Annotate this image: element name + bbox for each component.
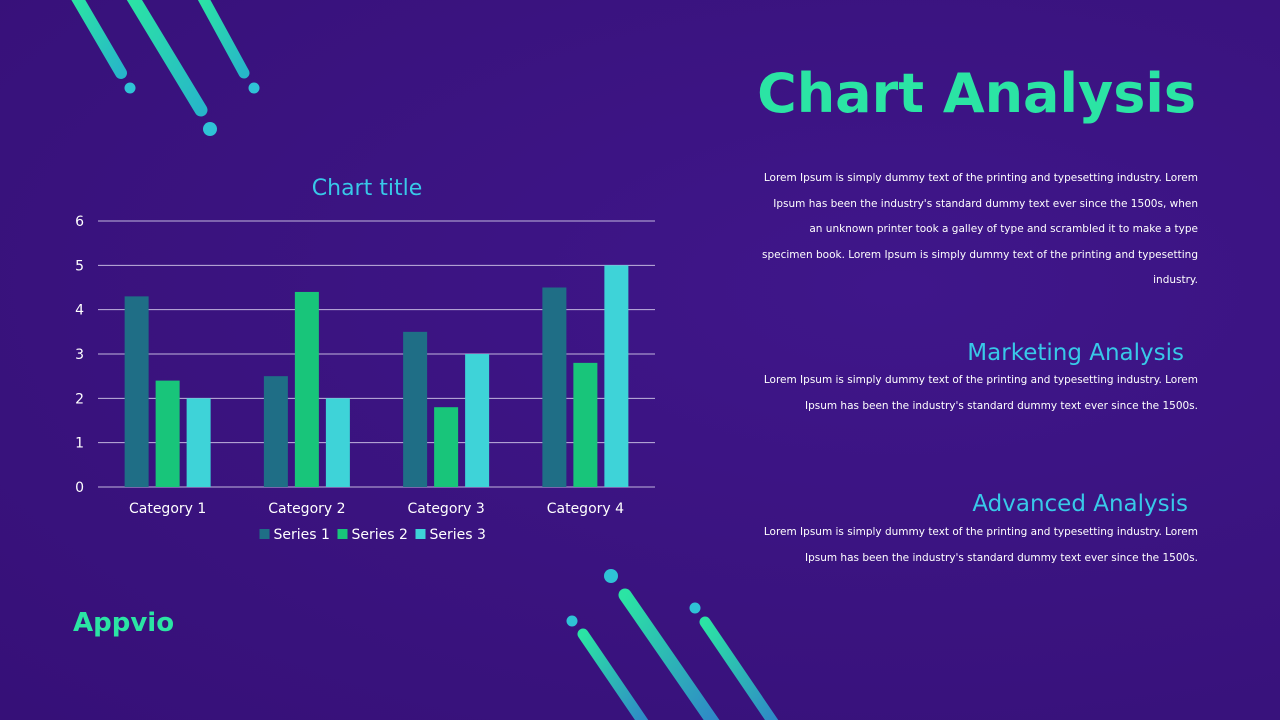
bar [403,331,428,487]
bar [465,354,490,487]
y-tick-label: 2 [75,391,84,407]
stripe [126,0,208,117]
stripe-dot [566,615,578,627]
stripe-dot [248,82,260,94]
x-tick-label: Category 3 [407,501,484,517]
legend-swatch [337,529,348,539]
stripe-dot [124,82,136,94]
stripe-dot [604,569,618,583]
intro-paragraph: Lorem Ipsum is simply dummy text of the … [762,172,1198,286]
bar [573,362,598,487]
marketing-analysis-heading: Marketing Analysis [967,340,1184,366]
bar [155,380,180,487]
bar [542,287,567,487]
bar [124,296,149,487]
y-tick-label: 1 [75,436,84,452]
y-tick-label: 5 [75,258,84,274]
bar [186,398,211,487]
stripe-dot [203,122,217,136]
brand-logo: Appvio [73,608,175,638]
marketing-analysis-text: Lorem Ipsum is simply dummy text of the … [763,374,1198,412]
stripe [618,588,720,720]
legend-swatch [415,529,426,539]
y-tick-label: 3 [75,347,84,363]
y-tick-label: 6 [75,214,84,230]
legend-label: Series 2 [352,527,408,543]
stripe-dot [689,602,701,614]
stripe [577,628,649,720]
advanced-analysis-heading: Advanced Analysis [972,491,1188,517]
x-tick-label: Category 2 [268,501,345,517]
slide-title: Chart Analysis [757,62,1196,125]
stripe [71,0,127,79]
stripe [699,616,779,720]
stripe [197,0,250,79]
x-tick-label: Category 1 [129,501,206,517]
bar-chart: Chart title 0 1 2 3 4 5 6 Category 1 Category 2… [75,176,655,543]
bar [434,407,459,487]
bar [325,398,350,487]
y-tick-label: 0 [75,480,84,496]
legend-label: Series 1 [274,527,330,543]
legend-label: Series 3 [430,527,486,543]
y-tick-label: 4 [75,303,84,319]
bar [294,291,319,487]
chart-title: Chart title [312,176,422,201]
advanced-analysis-text: Lorem Ipsum is simply dummy text of the … [763,526,1198,564]
legend-swatch [259,529,270,539]
bar [604,265,629,487]
bar [263,376,288,487]
x-tick-label: Category 4 [547,501,624,517]
